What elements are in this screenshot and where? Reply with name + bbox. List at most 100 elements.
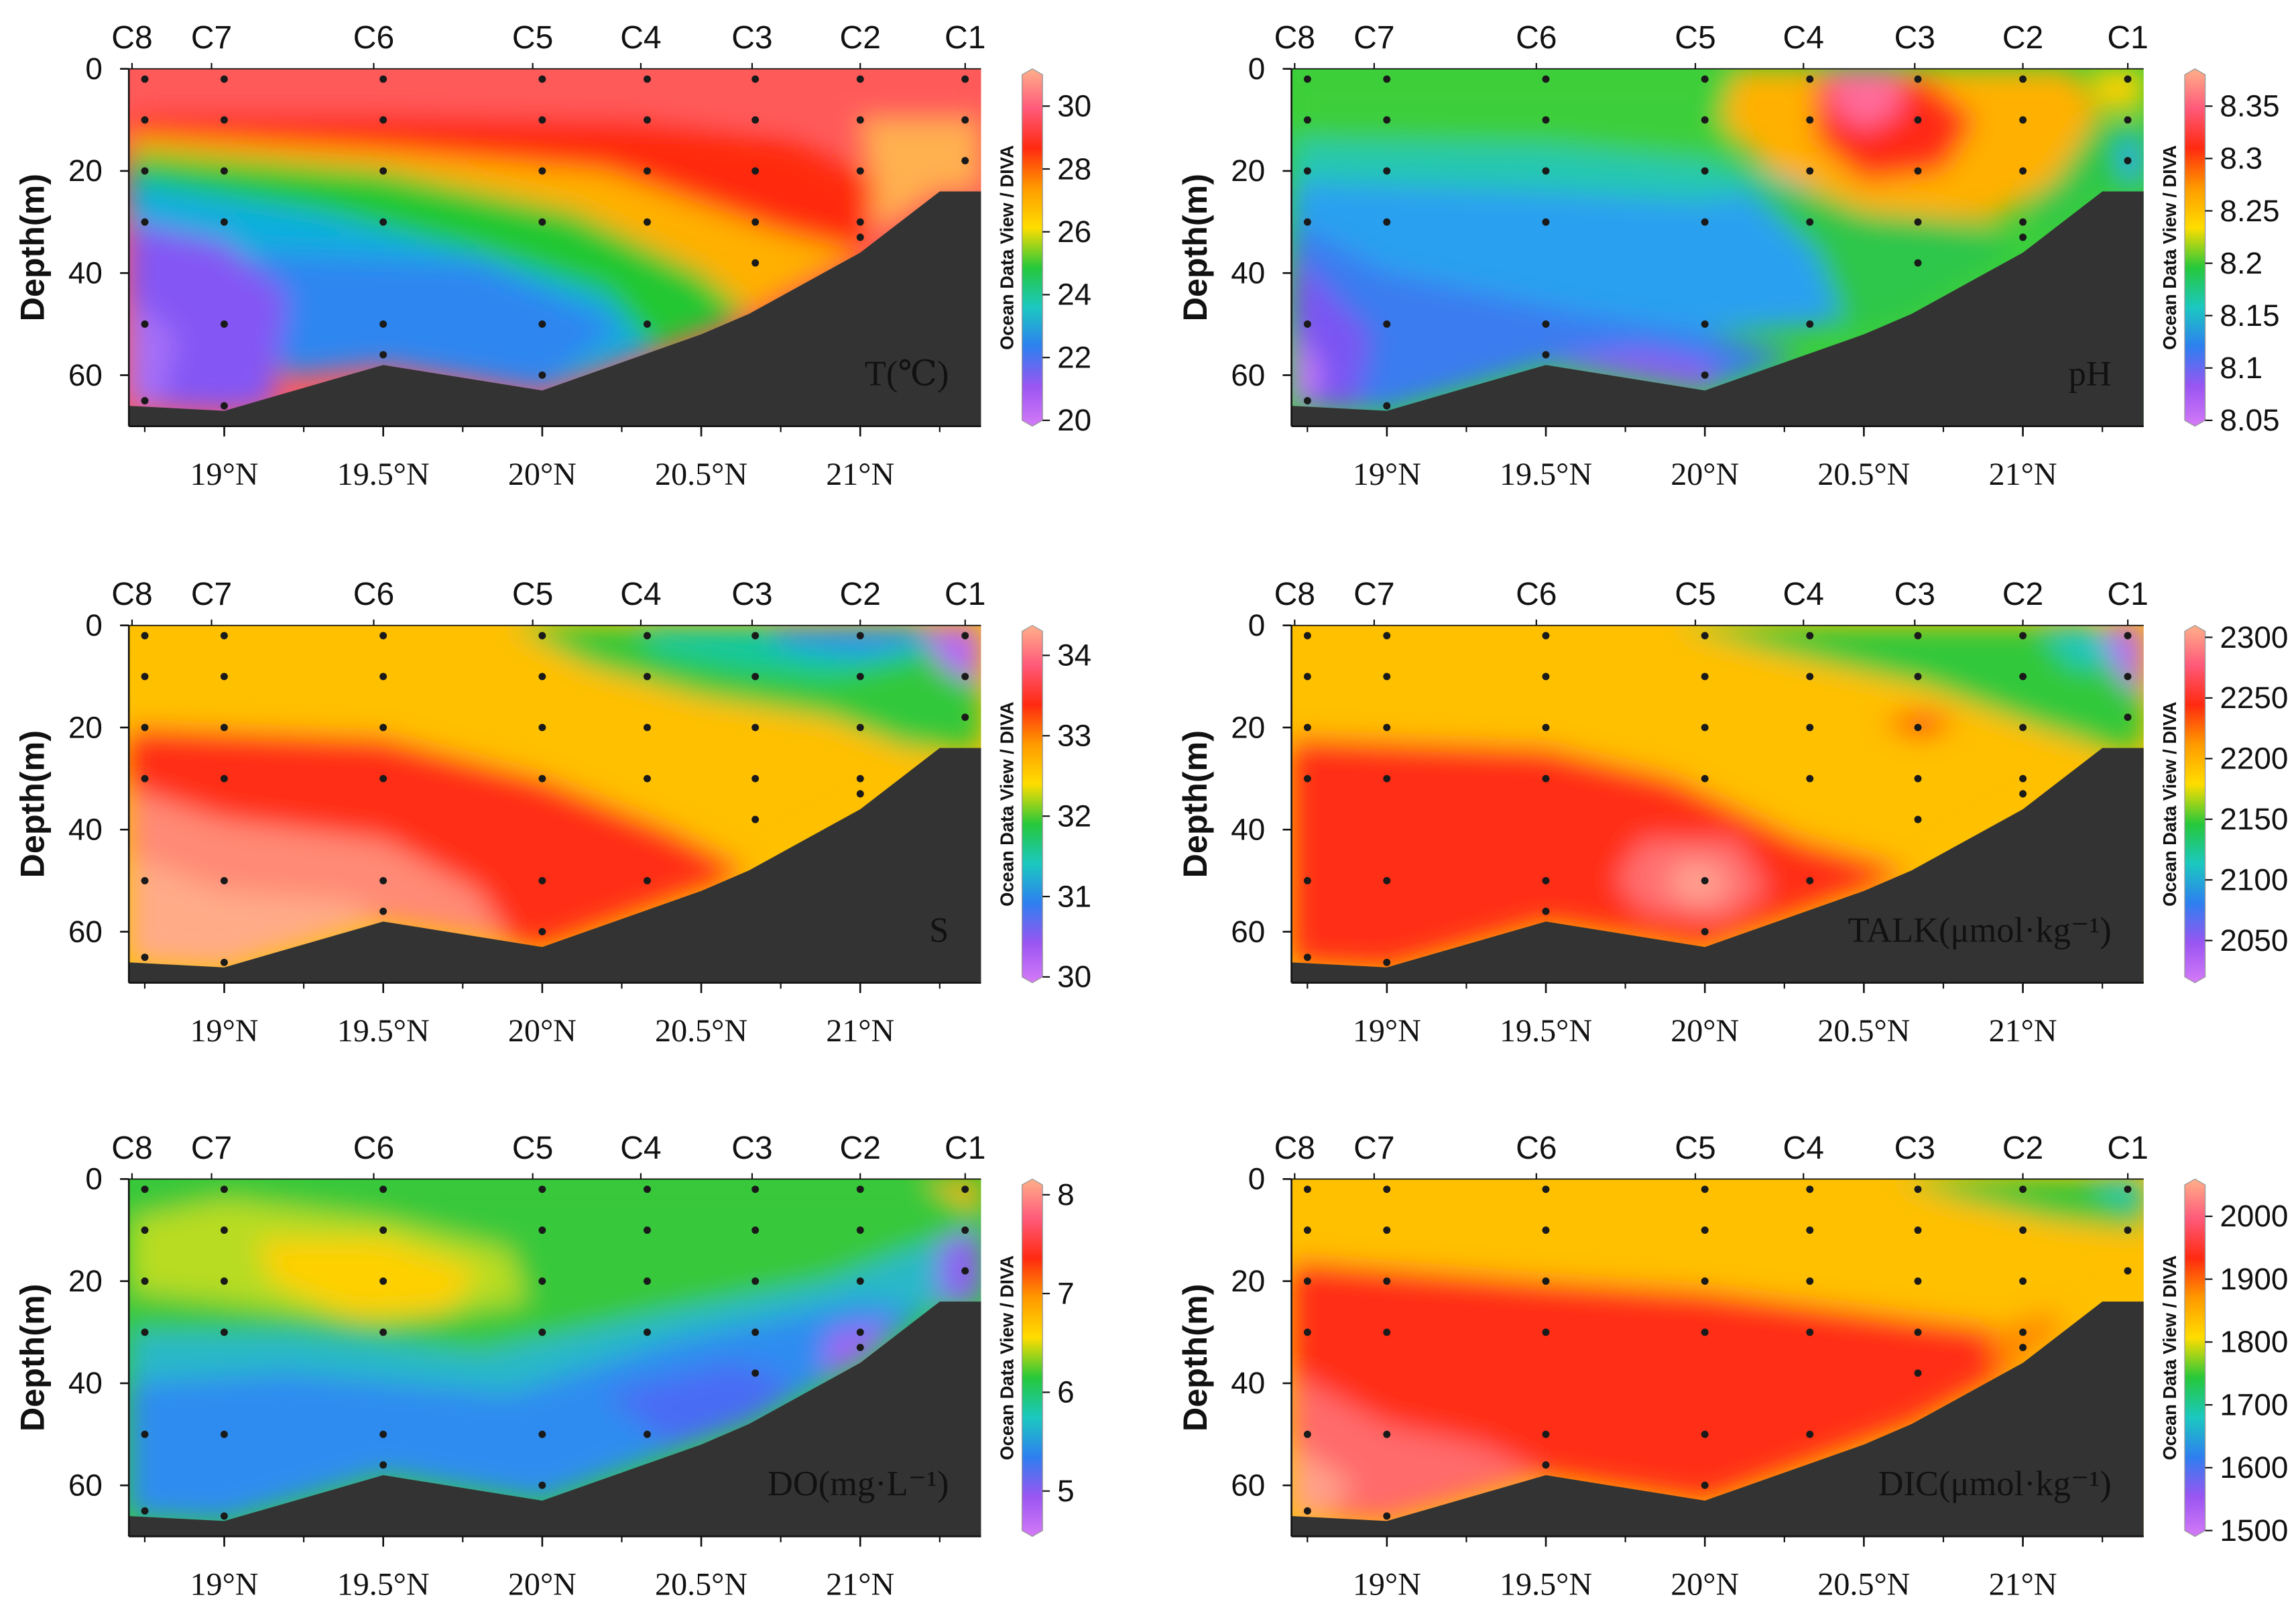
sample-point xyxy=(2019,1328,2027,1336)
variable-label: DIC(μmol·kg⁻¹) xyxy=(1878,1464,2112,1503)
sample-point xyxy=(1701,1430,1709,1438)
station-label-c4: C4 xyxy=(1783,1131,1824,1166)
sample-point xyxy=(379,116,387,124)
station-label-c6: C6 xyxy=(353,1131,394,1166)
sample-point xyxy=(538,1185,546,1194)
x-tick-label: 21°N xyxy=(826,1567,894,1603)
station-label-c7: C7 xyxy=(191,577,232,612)
sample-point xyxy=(1383,1512,1391,1520)
sample-point xyxy=(643,724,651,732)
colorbar-tick-label: 22 xyxy=(1057,339,1091,374)
sample-point xyxy=(643,1226,651,1234)
y-tick-label: 60 xyxy=(1231,1467,1265,1502)
colorbar-caption: Ocean Data View / DIVA xyxy=(997,1255,1018,1460)
station-label-c4: C4 xyxy=(1783,20,1824,56)
contour-region-5 xyxy=(129,150,749,350)
colorbar xyxy=(1021,624,1043,984)
colorbar-tick-label: 2300 xyxy=(2220,620,2288,654)
sample-point xyxy=(1806,1185,1814,1194)
contour-region-4 xyxy=(129,135,861,314)
sample-point xyxy=(1383,774,1391,783)
colorbar-tick-label: 30 xyxy=(1057,959,1091,994)
colorbar-tick-label: 2200 xyxy=(2220,741,2288,776)
sample-point xyxy=(643,1430,651,1438)
colorbar xyxy=(2184,1178,2206,1538)
sample-point xyxy=(643,1185,651,1194)
sample-point xyxy=(643,632,651,640)
colorbar-tick-label: 2050 xyxy=(2220,923,2288,958)
y-tick-label: 20 xyxy=(68,709,103,744)
sample-point xyxy=(856,1226,864,1234)
sample-point xyxy=(141,397,149,405)
sample-point xyxy=(856,1344,864,1352)
sample-point xyxy=(220,876,228,884)
sample-point xyxy=(220,167,228,175)
sample-point xyxy=(220,1185,228,1194)
sample-point xyxy=(1303,116,1311,124)
colorbar-tick-label: 8.25 xyxy=(2220,193,2279,228)
sample-point xyxy=(856,75,864,83)
station-label-c8: C8 xyxy=(111,577,152,612)
colorbar-tick-label: 5 xyxy=(1057,1473,1075,1508)
colorbar-tick-label: 8.15 xyxy=(2220,298,2279,333)
sample-point xyxy=(538,320,546,328)
sample-point xyxy=(751,116,760,124)
sample-point xyxy=(2019,1185,2027,1194)
colorbar-tick-label: 1500 xyxy=(2220,1513,2288,1548)
sample-point xyxy=(538,724,546,732)
y-tick-label: 60 xyxy=(1231,357,1265,392)
sample-point xyxy=(538,218,546,226)
station-label-c1: C1 xyxy=(2107,1131,2148,1166)
station-label-c8: C8 xyxy=(1274,1131,1315,1166)
sample-point xyxy=(856,790,864,798)
sample-point xyxy=(2019,1344,2027,1352)
sample-point xyxy=(1701,218,1709,226)
sample-point xyxy=(751,218,760,226)
sample-point xyxy=(643,116,651,124)
y-axis-label: Depth(m) xyxy=(14,174,52,321)
station-label-c6: C6 xyxy=(1516,1131,1557,1166)
sample-point xyxy=(751,673,760,681)
sample-point xyxy=(751,632,760,640)
contour-region-7 xyxy=(240,252,622,391)
station-label-c2: C2 xyxy=(2002,20,2043,56)
y-tick-label: 40 xyxy=(1231,255,1265,290)
station-label-c4: C4 xyxy=(620,1131,661,1166)
station-label-c4: C4 xyxy=(1783,577,1824,612)
sample-point xyxy=(538,1481,546,1489)
sample-point xyxy=(643,1277,651,1285)
station-label-c7: C7 xyxy=(1353,20,1394,56)
y-axis-label: Depth(m) xyxy=(14,730,52,878)
colorbar-tick-label: 8 xyxy=(1057,1177,1075,1212)
sample-point xyxy=(2019,233,2027,241)
sample-point xyxy=(1701,1277,1709,1285)
sample-point xyxy=(538,774,546,783)
colorbar-tick-label: 8.1 xyxy=(2220,350,2262,385)
sample-point xyxy=(220,1328,228,1336)
contour-region-6 xyxy=(605,1363,797,1445)
station-label-c2: C2 xyxy=(840,577,881,612)
contour-region-6 xyxy=(2039,625,2118,667)
y-tick-label: 20 xyxy=(68,153,103,188)
sample-point xyxy=(751,1369,760,1377)
sample-point xyxy=(141,1507,149,1515)
x-tick-label: 19.5°N xyxy=(337,1567,430,1603)
sample-point xyxy=(1806,774,1814,783)
variable-label: DO(mg·L⁻¹) xyxy=(768,1464,949,1503)
sample-point xyxy=(1542,774,1550,783)
x-tick-label: 20°N xyxy=(1671,457,1739,492)
station-label-c7: C7 xyxy=(1353,577,1394,612)
x-tick-label: 19°N xyxy=(190,457,259,492)
contour-region-5 xyxy=(1673,625,2144,748)
contour-region-4 xyxy=(1667,860,1731,907)
sample-point xyxy=(220,320,228,328)
sample-point xyxy=(2124,157,2132,165)
colorbar xyxy=(1021,68,1043,427)
sample-point xyxy=(856,632,864,640)
station-label-c6: C6 xyxy=(1516,577,1557,612)
sample-point xyxy=(1806,218,1814,226)
y-tick-label: 0 xyxy=(1248,608,1266,642)
sample-point xyxy=(1303,218,1311,226)
sample-point xyxy=(1383,958,1391,966)
sample-point xyxy=(1542,1461,1550,1469)
